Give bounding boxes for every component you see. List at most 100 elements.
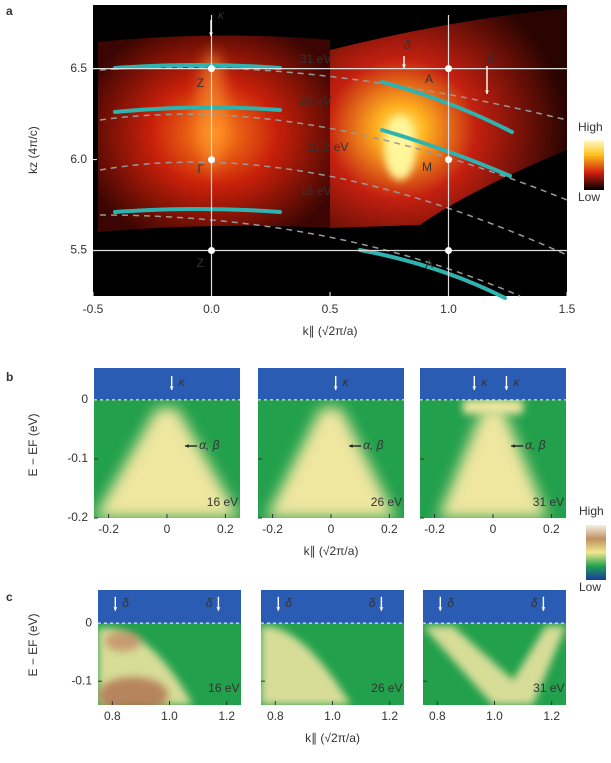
above-fermi [98, 590, 241, 624]
x-tick-label: 0.2 [381, 522, 398, 536]
annotation: δ [531, 596, 538, 610]
dashed-arc [99, 214, 521, 297]
arrow-head [511, 444, 515, 448]
y-tick-label: -0.1 [71, 673, 92, 687]
colorbar-label: High [579, 504, 604, 518]
annotation: 31 eV [533, 681, 564, 695]
y-axis-label: E − EF (eV) [26, 413, 40, 476]
y-tick-label: 6.0 [70, 152, 87, 166]
annotation: δ [285, 596, 292, 610]
x-tick-label: 1.0 [161, 709, 178, 723]
x-tick-label: -0.2 [262, 522, 283, 536]
y-tick-label: -0.1 [67, 451, 88, 465]
x-tick-label: 0.5 [322, 302, 339, 316]
point-marker [445, 156, 452, 164]
x-tick-label: -0.2 [98, 522, 119, 536]
spectrum [258, 368, 404, 518]
above-fermi [423, 590, 566, 624]
arrow-head [472, 386, 477, 390]
annotation: A [425, 72, 433, 86]
x-tick-label: 1.0 [324, 709, 341, 723]
spectrum [423, 590, 566, 705]
above-fermi [94, 368, 240, 400]
y-tick-label: 5.5 [70, 243, 87, 257]
point-marker [208, 65, 215, 73]
panel-label: a [6, 4, 13, 18]
x-tick-label: 0.2 [543, 522, 560, 536]
intensity-blob [105, 631, 141, 652]
point-marker [445, 247, 452, 255]
arrow-head [504, 386, 509, 390]
colorbar-label: Low [578, 190, 600, 204]
dispersion [423, 626, 566, 705]
colorbar-label: High [578, 120, 603, 134]
above-fermi [258, 368, 404, 400]
dispersion [463, 399, 523, 414]
annotation: 21.2 eV [307, 140, 348, 154]
arrow-head [402, 64, 406, 68]
colorbar-bc [586, 525, 606, 580]
x-tick-label: 0.8 [429, 709, 446, 723]
x-axis-label: k∥ (√2π/a) [303, 324, 358, 338]
arrow-head [276, 607, 281, 611]
cyan-arc [113, 105, 282, 114]
hot-spot [384, 116, 416, 180]
arrow-head [185, 444, 189, 448]
annotation: 26 eV [371, 495, 402, 509]
annotation: 31 eV [300, 52, 331, 66]
x-tick-label: 0.8 [267, 709, 284, 723]
x-tick-label: -0.5 [83, 302, 104, 316]
cyan-arc [358, 248, 507, 300]
dashed-arc [99, 113, 568, 201]
cyan-arc [113, 207, 282, 214]
y-axis-label: kz (4π/c) [26, 126, 40, 174]
annotation: κ [481, 375, 488, 389]
arrow-head [349, 444, 353, 448]
colorbar-a [584, 140, 604, 190]
y-tick-label: -0.2 [67, 510, 88, 524]
annotation: κ [218, 8, 225, 22]
x-tick-label: 1.0 [486, 709, 503, 723]
x-tick-label: 1.5 [559, 302, 576, 316]
point-marker [208, 156, 215, 164]
annotation: A [425, 257, 433, 271]
above-fermi [420, 368, 566, 400]
x-tick-label: 1.2 [218, 709, 235, 723]
x-axis-label: k∥ (√2π/a) [304, 544, 359, 558]
panel-label: b [6, 370, 13, 384]
annotation: α, β [363, 438, 384, 452]
x-tick-label: 1.2 [543, 709, 560, 723]
annotation: κ [179, 375, 186, 389]
x-tick-label: 0.8 [104, 709, 121, 723]
annotation: 16 eV [300, 184, 331, 198]
dispersion [94, 407, 240, 518]
annotation: Γ [197, 162, 204, 176]
arrow-head [209, 32, 213, 36]
x-tick-label: 1.2 [381, 709, 398, 723]
annotation: δ [447, 596, 454, 610]
dispersion [266, 407, 396, 518]
arrow-head [485, 90, 489, 94]
y-axis-label: E − EF (eV) [26, 613, 40, 676]
dispersion [261, 626, 351, 705]
annotation: 31 eV [533, 495, 564, 509]
x-axis-label: k∥ (√2π/a) [305, 731, 360, 745]
annotation: δ [122, 596, 129, 610]
cyan-arc [113, 63, 282, 70]
annotation: 26 eV [300, 94, 331, 108]
x-tick-label: 0.0 [203, 302, 220, 316]
annotation: κ [343, 375, 350, 389]
dashed-arc [99, 161, 568, 256]
dispersion [438, 407, 548, 518]
x-tick-label: 0 [164, 522, 171, 536]
y-tick-label: 0 [81, 392, 88, 406]
annotation: δ [369, 596, 376, 610]
arrow-head [379, 607, 384, 611]
x-tick-label: 0 [328, 522, 335, 536]
colorbar-label: Low [579, 580, 601, 594]
annotation: M [422, 160, 432, 174]
x-tick-label: 1.0 [440, 302, 457, 316]
intensity-blob [98, 677, 168, 705]
above-fermi [261, 590, 404, 624]
